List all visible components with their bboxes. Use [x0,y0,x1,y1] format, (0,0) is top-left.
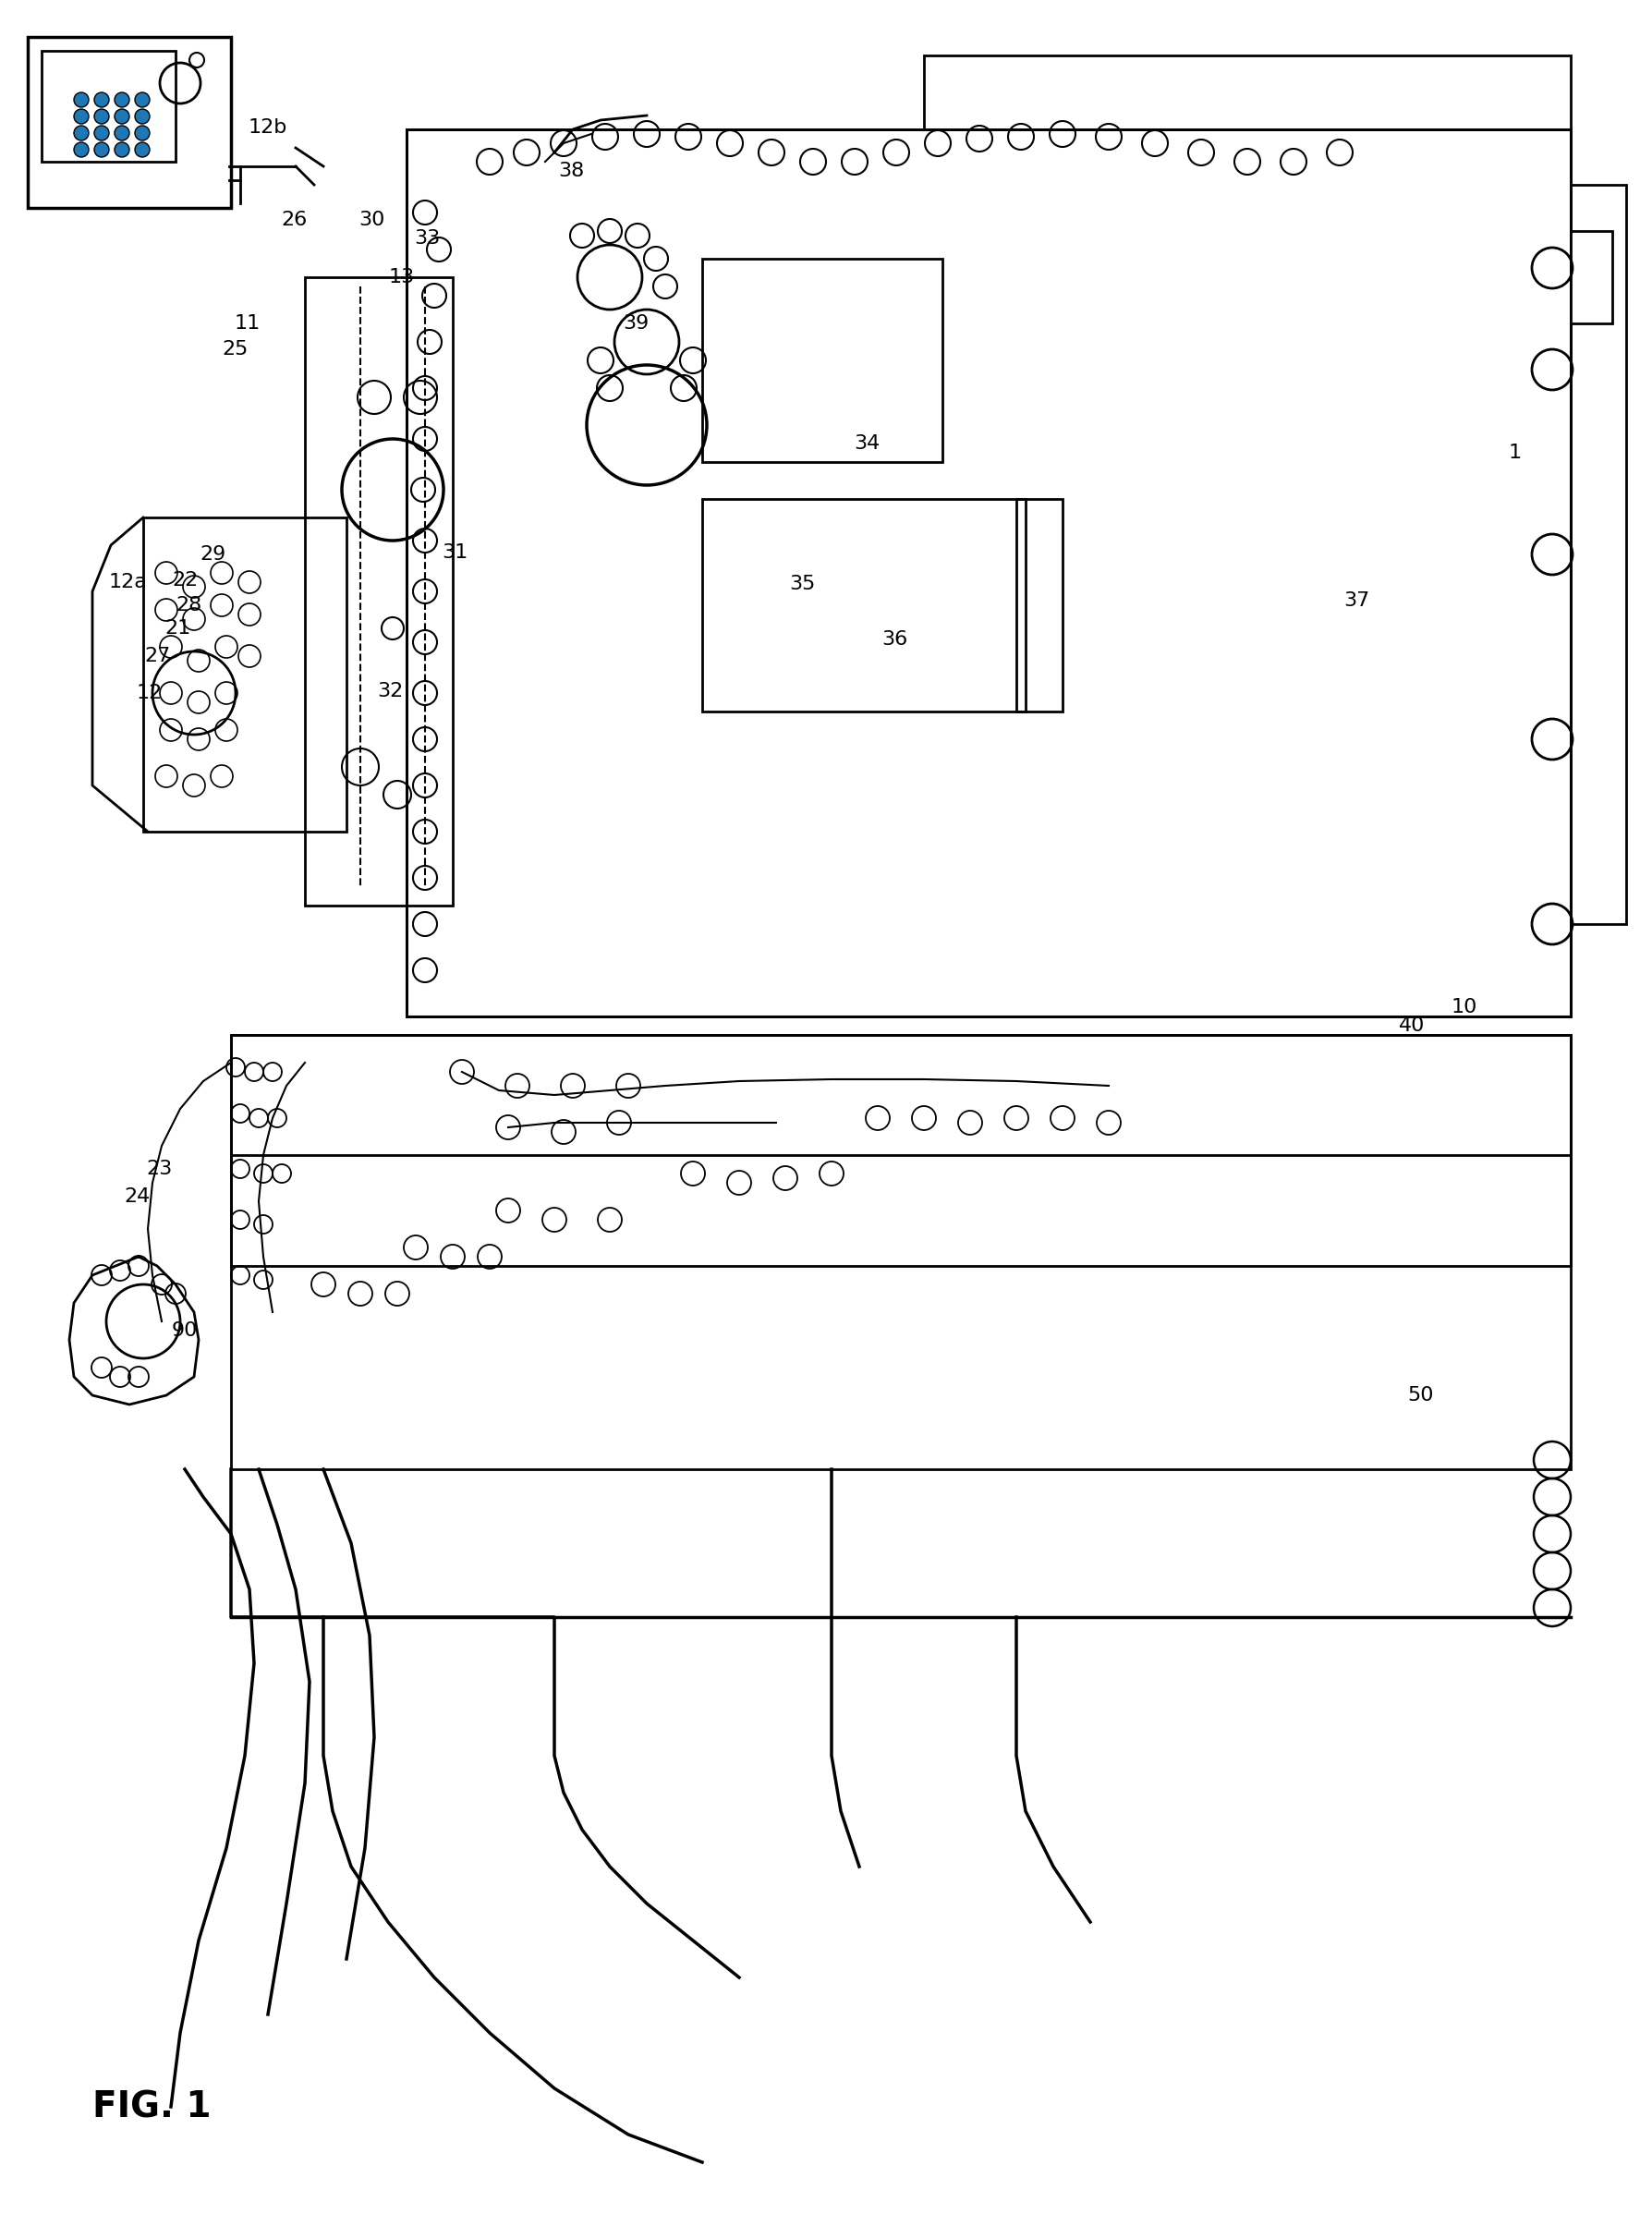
Text: 31: 31 [441,542,468,562]
Bar [231,1034,1571,1470]
Text: 37: 37 [1343,591,1370,609]
Circle shape [135,108,150,124]
Text: 10: 10 [1452,999,1477,1016]
Text: 21: 21 [164,620,190,638]
Circle shape [135,93,150,106]
Text: 29: 29 [200,545,226,565]
Text: 40: 40 [1399,1016,1426,1034]
Text: 23: 23 [145,1160,172,1178]
Text: 30: 30 [358,210,385,230]
Text: 13: 13 [388,268,415,286]
Text: 26: 26 [281,210,307,230]
Text: 27: 27 [144,646,170,666]
Bar [702,259,942,463]
Text: 39: 39 [623,314,649,332]
Text: 32: 32 [377,682,403,700]
Text: 34: 34 [854,434,881,454]
Bar [41,51,175,162]
Bar [1571,184,1626,923]
Bar [144,518,347,832]
Circle shape [74,142,89,157]
Text: 12b: 12b [248,117,287,137]
Circle shape [114,93,129,106]
Text: 33: 33 [413,230,439,248]
Bar [1016,498,1062,711]
Circle shape [135,142,150,157]
Text: 36: 36 [881,631,907,649]
Bar [923,55,1571,128]
Text: FIG. 1: FIG. 1 [93,2090,211,2125]
Text: 1: 1 [1508,443,1521,463]
Bar [231,1034,1571,1266]
Bar [28,38,231,208]
Circle shape [74,93,89,106]
Circle shape [74,108,89,124]
Circle shape [114,126,129,139]
Text: 12a: 12a [107,573,147,591]
Circle shape [94,142,109,157]
Text: 90: 90 [172,1322,198,1339]
Circle shape [135,126,150,139]
Text: 22: 22 [172,571,198,589]
Text: 28: 28 [177,596,203,615]
Circle shape [74,126,89,139]
Bar [1571,230,1612,323]
Text: 35: 35 [790,576,814,593]
Circle shape [114,142,129,157]
Circle shape [94,108,109,124]
Text: 50: 50 [1408,1386,1434,1404]
Text: 38: 38 [558,162,585,179]
Circle shape [114,108,129,124]
Circle shape [94,93,109,106]
Circle shape [94,126,109,139]
Bar [406,128,1571,1016]
Text: 12: 12 [137,684,164,702]
Bar [306,277,453,906]
Bar [702,498,1026,711]
Text: 11: 11 [235,314,261,332]
Text: 25: 25 [223,341,249,359]
Text: 24: 24 [124,1187,150,1207]
